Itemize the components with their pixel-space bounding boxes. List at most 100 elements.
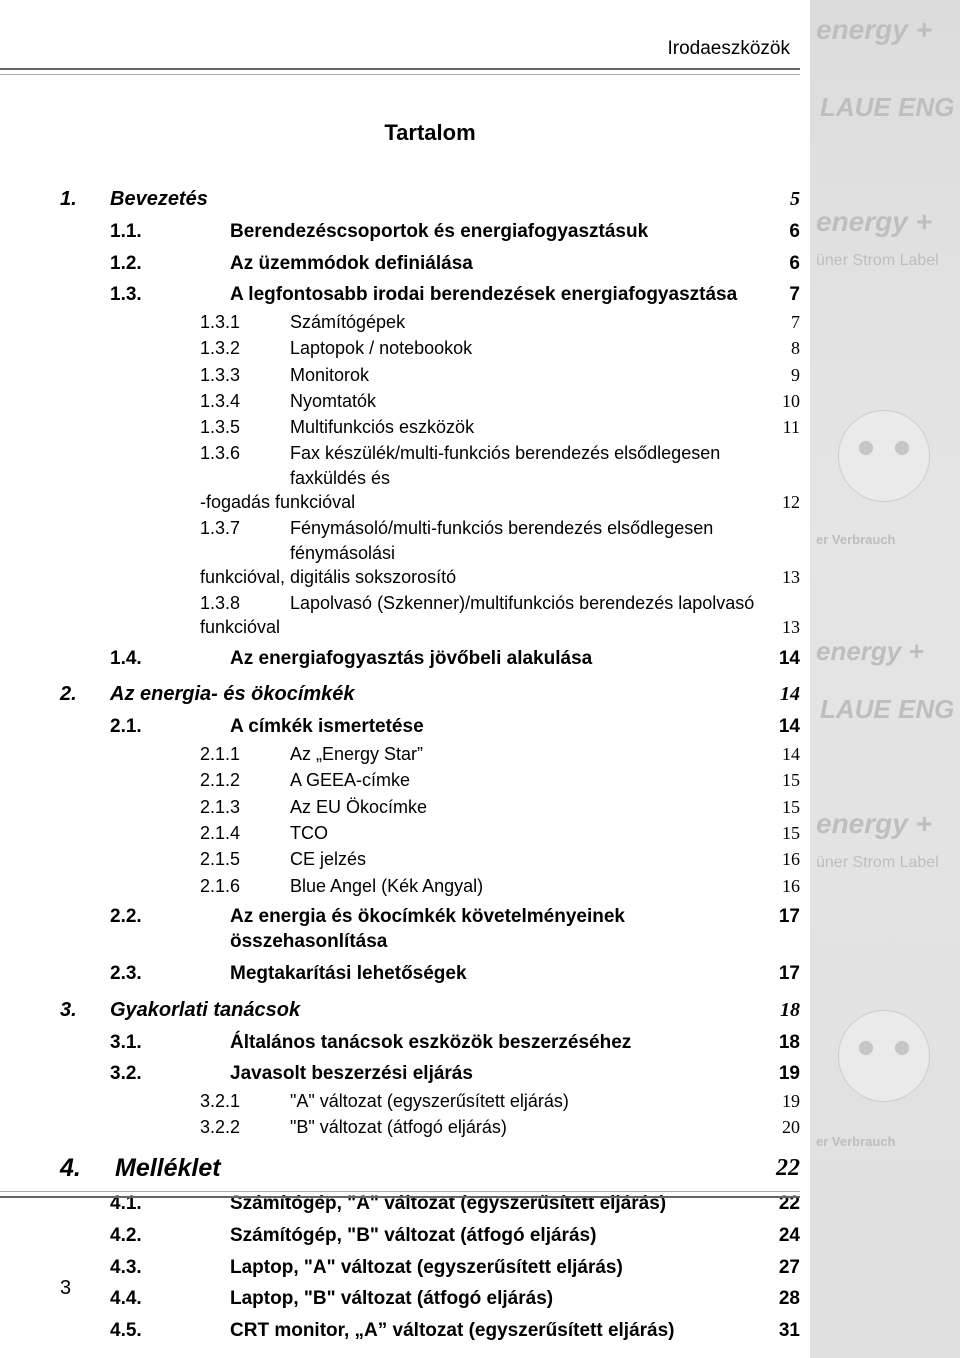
toc-list: 1.Bevezetés5 1.1.Berendezéscsoportok és e… <box>60 186 800 1344</box>
sidebar-graphic: energy + LAUE ENG energy + üner Strom La… <box>810 0 960 1358</box>
toc-label: CRT monitor, „A” változat (egyszerűsítet… <box>230 1318 770 1344</box>
toc-page: 18 <box>770 997 800 1024</box>
sidebar-text-energy: energy + <box>816 14 932 46</box>
toc-label: Laptop, "B" változat (átfogó eljárás) <box>230 1286 770 1312</box>
toc-entry: 1.3.8Lapolvasó (Szkenner)/multifunkciós … <box>60 591 800 640</box>
toc-page: 19 <box>770 1061 800 1087</box>
toc-page: 5 <box>770 186 800 213</box>
toc-page: 7 <box>770 282 800 308</box>
toc-number: 1.3.7 <box>200 516 290 540</box>
toc-label: Bevezetés <box>110 186 770 213</box>
toc-entry: 1.3.1Számítógépek7 <box>60 310 800 334</box>
toc-label: Fax készülék/multi-funkciós berendezés e… <box>290 441 800 490</box>
toc-page: 18 <box>770 1030 800 1056</box>
toc-label: Monitorok <box>290 363 770 387</box>
toc-page: 15 <box>770 795 800 819</box>
toc-label: Az energia és ökocímkék követelményeinek… <box>230 904 770 955</box>
toc-label: Számítógép, "B" változat (átfogó eljárás… <box>230 1223 770 1249</box>
toc-entry: 2.1.6Blue Angel (Kék Angyal)16 <box>60 874 800 898</box>
toc-entry: 1.3.6Fax készülék/multi-funkciós berende… <box>60 441 800 514</box>
toc-label: "B" változat (átfogó eljárás) <box>290 1115 770 1139</box>
toc-entry: 1.Bevezetés5 <box>60 186 800 213</box>
toc-number: 1.3.5 <box>60 415 290 439</box>
toc-label-cont: funkcióval <box>200 615 770 639</box>
toc-number: 4.4. <box>60 1286 230 1312</box>
toc-label-cont: -fogadás funkcióval <box>200 490 770 514</box>
toc-page: 7 <box>770 310 800 334</box>
toc-page: 14 <box>770 714 800 740</box>
toc-page: 14 <box>770 646 800 672</box>
toc-label: Az energiafogyasztás jövőbeli alakulása <box>230 646 770 672</box>
toc-entry: 2.2.Az energia és ökocímkék követelménye… <box>60 904 800 955</box>
toc-page: 9 <box>770 363 800 387</box>
toc-number: 2.1. <box>60 714 230 740</box>
toc-page: 6 <box>770 219 800 245</box>
toc-label: Berendezéscsoportok és energiafogyasztás… <box>230 219 770 245</box>
toc-page: 15 <box>770 821 800 845</box>
toc-label: Gyakorlati tanácsok <box>110 997 770 1024</box>
header-section-title: Irodaeszközök <box>667 38 790 60</box>
toc-entry: 2.1.3Az EU Ökocímke15 <box>60 795 800 819</box>
toc-label: Az üzemmódok definiálása <box>230 251 770 277</box>
page-number: 3 <box>60 1277 71 1300</box>
toc-label: A címkék ismertetése <box>230 714 770 740</box>
plug-icon-2 <box>838 1010 930 1102</box>
toc-label: Az EU Ökocímke <box>290 795 770 819</box>
toc-number: 1.3.1 <box>60 310 290 334</box>
toc-number: 1.3.2 <box>60 336 290 360</box>
toc-number: 1.2. <box>60 251 230 277</box>
toc-number: 2.2. <box>60 904 230 930</box>
toc-label: Nyomtatók <box>290 389 770 413</box>
toc-label: Multifunkciós eszközök <box>290 415 770 439</box>
toc-page: 11 <box>770 415 800 439</box>
sidebar-text-energy3: energy + <box>816 636 924 667</box>
toc-label: A legfontosabb irodai berendezések energ… <box>230 282 770 308</box>
toc-entry: 1.1.Berendezéscsoportok és energiafogyas… <box>60 219 800 245</box>
toc-label: Lapolvasó (Szkenner)/multifunkciós beren… <box>290 591 800 615</box>
toc-label-cont: funkcióval, digitális sokszorosító <box>200 565 770 589</box>
toc-number: 4. <box>60 1152 115 1186</box>
toc-page: 22 <box>770 1152 800 1184</box>
toc-label: Megtakarítási lehetőségek <box>230 961 770 987</box>
toc-entry: 1.3.5Multifunkciós eszközök11 <box>60 415 800 439</box>
toc-label: Melléklet <box>115 1152 770 1186</box>
toc-number: 1.4. <box>60 646 230 672</box>
toc-number: 2.1.2 <box>60 768 290 792</box>
toc-page: 16 <box>770 874 800 898</box>
toc-number: 2.1.5 <box>60 847 290 871</box>
toc-label: TCO <box>290 821 770 845</box>
toc-label: Laptopok / notebookok <box>290 336 770 360</box>
toc-entry: 3.2.2"B" változat (átfogó eljárás)20 <box>60 1115 800 1139</box>
toc-number: 3. <box>60 997 110 1024</box>
footer-rule-thick <box>0 1196 800 1198</box>
toc-entry: 4.Melléklet22 <box>60 1152 800 1186</box>
toc-entry: 2.Az energia- és ökocímkék14 <box>60 681 800 708</box>
toc-entry: 1.3.3Monitorok9 <box>60 363 800 387</box>
toc-page: 14 <box>770 681 800 708</box>
toc-entry: 2.1.2A GEEA-címke15 <box>60 768 800 792</box>
toc-page: 27 <box>770 1255 800 1281</box>
toc-number: 3.2. <box>60 1061 230 1087</box>
toc-number: 1.3.3 <box>60 363 290 387</box>
toc-entry: 1.4.Az energiafogyasztás jövőbeli alakul… <box>60 646 800 672</box>
toc-label: CE jelzés <box>290 847 770 871</box>
toc-number: 1.3.4 <box>60 389 290 413</box>
toc-number: 2. <box>60 681 110 708</box>
toc-page: 20 <box>770 1115 800 1139</box>
toc-entry: 3.Gyakorlati tanácsok18 <box>60 997 800 1024</box>
sidebar-text-strom: üner Strom Label <box>816 252 939 270</box>
header-rule-thick <box>0 68 800 70</box>
toc-label: Az energia- és ökocímkék <box>110 681 770 708</box>
sidebar-text-energy4: energy + <box>816 808 932 840</box>
toc-number: 2.1.3 <box>60 795 290 819</box>
toc-entry: 1.3.7Fénymásoló/multi-funkciós berendezé… <box>60 516 800 589</box>
toc-number: 3.1. <box>60 1030 230 1056</box>
sidebar-text-laue2: LAUE ENG <box>820 694 954 725</box>
toc-page: 14 <box>770 742 800 766</box>
toc-entry: 4.5.CRT monitor, „A” változat (egyszerűs… <box>60 1318 800 1344</box>
toc-entry: 2.1.4TCO15 <box>60 821 800 845</box>
toc-title: Tartalom <box>60 120 800 146</box>
header-rule-thin <box>0 74 800 75</box>
toc-label: Fénymásoló/multi-funkciós berendezés els… <box>290 516 800 565</box>
toc-page: 19 <box>770 1089 800 1113</box>
